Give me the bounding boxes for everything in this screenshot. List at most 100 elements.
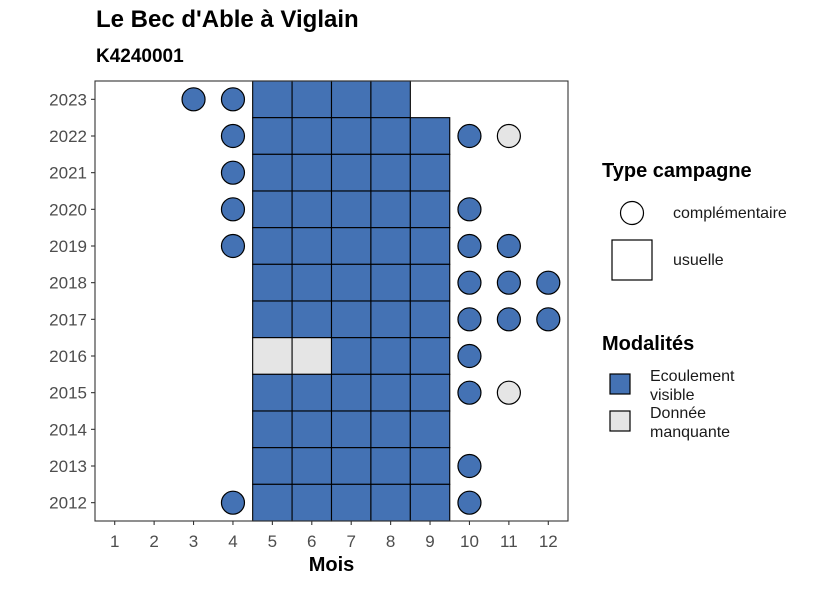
x-tick-label-5: 5 (268, 532, 277, 551)
cell-usuelle-2013-7 (330, 447, 372, 485)
point-complementaire-2019-11 (496, 233, 521, 259)
cell-usuelle-2013-5 (252, 447, 293, 485)
cell-usuelle-2012-8 (370, 483, 411, 522)
cell-usuelle-2022-6 (291, 117, 333, 155)
cell-usuelle-2013-9 (409, 447, 451, 485)
plot-area (95, 80, 568, 522)
cell-usuelle-2015-5 (252, 373, 293, 412)
cell-usuelle-2021-7 (330, 153, 372, 192)
cell-usuelle-2017-8 (370, 300, 411, 339)
y-tick-label-2014: 2014 (49, 420, 87, 439)
cell-usuelle-2017-9 (409, 300, 451, 339)
cell-usuelle-2022-9 (409, 117, 451, 155)
x-axis-label: Mois (308, 554, 355, 576)
cell-usuelle-2020-6 (291, 190, 333, 229)
point-complementaire-2012-10 (457, 490, 482, 515)
x-tick-label-11: 11 (500, 532, 518, 551)
legend-label-ecoulement-line2: visible (650, 387, 695, 404)
point-complementaire-2015-10 (457, 380, 482, 405)
cell-usuelle-2016-6 (291, 337, 333, 375)
cell-usuelle-2014-5 (252, 410, 293, 449)
legend-type-title: Type campagne (602, 160, 752, 182)
y-tick-label-2012: 2012 (49, 494, 87, 513)
point-complementaire-2015-11 (496, 380, 521, 405)
legend-modalites-title: Modalités (602, 333, 695, 355)
cell-usuelle-2015-6 (291, 373, 333, 412)
cell-usuelle-2016-7 (330, 337, 372, 375)
point-complementaire-2013-10 (457, 453, 482, 479)
chart-title: Le Bec d'Able à Viglain (96, 6, 359, 33)
cell-usuelle-2018-9 (409, 263, 451, 302)
legend-label-donnee-manquante: Donnée manquante (650, 404, 730, 442)
cell-usuelle-2013-8 (370, 447, 411, 485)
point-complementaire-2017-11 (496, 307, 521, 332)
legend-modalites-keys (609, 373, 631, 432)
cell-usuelle-2015-7 (330, 373, 372, 412)
point-complementaire-2017-12 (536, 307, 561, 332)
point-complementaire-2022-10 (457, 123, 482, 149)
y-tick-label-2020: 2020 (49, 200, 87, 219)
y-tick-label-2022: 2022 (49, 127, 87, 146)
cell-usuelle-2019-5 (252, 227, 293, 265)
legend-label-donnee-line2: manquante (650, 424, 731, 441)
cell-usuelle-2023-5 (252, 80, 293, 119)
x-tick-label-9: 9 (425, 532, 434, 551)
cell-usuelle-2015-8 (370, 373, 411, 412)
cell-usuelle-2022-8 (370, 117, 411, 155)
legend-square-key (611, 239, 653, 281)
cell-usuelle-2020-9 (409, 190, 451, 229)
chart-subtitle: K4240001 (96, 46, 184, 67)
y-tick-label-2016: 2016 (49, 347, 87, 366)
point-complementaire-2017-10 (457, 307, 482, 332)
cell-usuelle-2019-8 (370, 227, 411, 265)
cell-usuelle-2015-9 (409, 373, 451, 412)
cell-usuelle-2018-6 (291, 263, 333, 302)
y-tick-label-2015: 2015 (49, 384, 87, 403)
point-complementaire-2022-4 (220, 123, 246, 149)
cell-usuelle-2022-7 (330, 117, 372, 155)
y-tick-label-2023: 2023 (49, 90, 87, 109)
cell-usuelle-2018-8 (370, 263, 411, 302)
cell-usuelle-2012-7 (330, 483, 372, 522)
cell-usuelle-2021-9 (409, 153, 451, 192)
cell-usuelle-2016-5 (252, 337, 293, 375)
cell-usuelle-2020-7 (330, 190, 372, 229)
cell-usuelle-2014-9 (409, 410, 451, 449)
legend-key-ecoulement-visible (609, 373, 631, 395)
point-complementaire-2018-10 (457, 270, 482, 295)
cell-usuelle-2014-7 (330, 410, 372, 449)
cell-usuelle-2017-6 (291, 300, 333, 339)
x-tick-label-1: 1 (110, 532, 119, 551)
point-complementaire-2021-4 (220, 160, 246, 185)
cell-usuelle-2019-7 (330, 227, 372, 265)
y-tick-label-2018: 2018 (49, 274, 87, 293)
plot-border (94, 80, 569, 522)
axes: 2012 2013 2014 2015 2016 2017 2018 2019 2020 2021… (49, 80, 569, 551)
point-complementaire-2020-4 (220, 197, 246, 222)
x-tick-label-8: 8 (386, 532, 395, 551)
cell-usuelle-2016-8 (370, 337, 411, 375)
cell-usuelle-2022-5 (252, 117, 293, 155)
x-tick-label-10: 10 (460, 532, 479, 551)
cell-usuelle-2023-6 (291, 80, 333, 119)
cell-usuelle-2012-9 (409, 483, 451, 522)
y-tick-label-2021: 2021 (49, 164, 87, 183)
cell-usuelle-2020-5 (252, 190, 293, 229)
legend-type-keys (611, 200, 653, 281)
x-tick-label-7: 7 (346, 532, 355, 551)
cell-usuelle-2021-8 (370, 153, 411, 192)
legend-label-ecoulement-line1: Ecoulement (650, 368, 735, 385)
y-tick-label-2019: 2019 (49, 237, 87, 256)
cell-usuelle-2018-7 (330, 263, 372, 302)
y-tick-label-2017: 2017 (49, 310, 87, 329)
point-complementaire-2018-11 (496, 270, 521, 295)
x-tick-label-12: 12 (539, 532, 558, 551)
cell-usuelle-2021-6 (291, 153, 333, 192)
legend-label-donnee-line1: Donnée (650, 405, 707, 422)
point-complementaire-2023-4 (220, 87, 246, 112)
legend-label-ecoulement-visible: Ecoulement visible (650, 367, 735, 405)
x-tick-label-2: 2 (149, 532, 158, 551)
legend-type-label-complementaire: complémentaire (673, 205, 787, 222)
point-complementaire-2016-10 (457, 343, 482, 369)
